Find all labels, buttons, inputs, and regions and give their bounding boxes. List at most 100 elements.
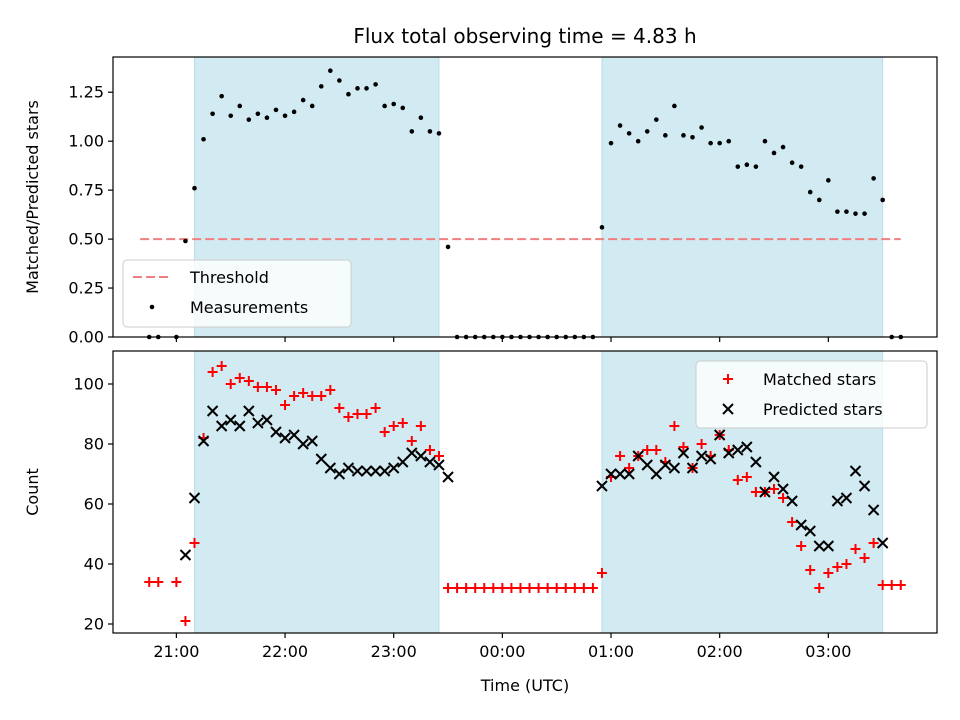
data-point	[723, 447, 735, 459]
data-point	[542, 583, 553, 593]
data-point	[769, 484, 780, 494]
data-point	[753, 164, 759, 169]
data-point	[853, 211, 858, 216]
data-point	[382, 103, 387, 109]
y-tick-label: 40	[84, 555, 104, 574]
data-point	[789, 160, 795, 166]
data-point	[424, 445, 435, 455]
legend-label: Threshold	[189, 268, 269, 287]
data-point	[651, 445, 662, 455]
data-point	[261, 382, 272, 392]
data-point	[807, 189, 813, 195]
data-point	[334, 403, 345, 413]
data-point	[280, 400, 291, 410]
data-point	[886, 580, 897, 590]
data-point	[424, 456, 436, 468]
data-point	[822, 540, 835, 552]
data-point	[515, 583, 526, 593]
data-point	[479, 583, 490, 593]
data-point	[750, 487, 761, 497]
data-point	[578, 583, 589, 593]
data-point	[337, 78, 342, 83]
data-point	[387, 462, 400, 474]
data-point	[288, 429, 300, 441]
data-point	[188, 492, 201, 504]
data-point	[352, 409, 363, 419]
legend-label: Measurements	[190, 298, 308, 317]
data-point	[298, 388, 309, 398]
data-point	[406, 436, 417, 446]
y-tick-label: 0.50	[68, 230, 104, 249]
data-point	[623, 468, 635, 480]
data-point	[690, 134, 695, 140]
legend: Threshold Measurements	[122, 259, 352, 328]
data-point	[333, 468, 346, 480]
data-point	[533, 583, 544, 593]
legend-box	[122, 259, 352, 328]
data-point	[880, 197, 885, 203]
data-point	[832, 562, 843, 572]
data-point	[605, 468, 617, 480]
data-point	[744, 162, 750, 167]
data-point	[678, 442, 689, 452]
data-point	[373, 82, 378, 87]
data-point	[264, 115, 270, 120]
data-point	[234, 373, 245, 383]
data-point	[361, 409, 372, 419]
data-point	[144, 577, 155, 587]
data-point	[840, 492, 853, 504]
data-point	[551, 583, 562, 593]
data-point	[397, 456, 409, 468]
data-point	[183, 238, 188, 244]
data-point	[315, 453, 327, 465]
y-tick-label: 0.75	[68, 181, 104, 200]
data-point	[668, 462, 681, 474]
data-point	[813, 540, 825, 552]
data-point	[418, 115, 424, 120]
data-point	[831, 495, 844, 507]
data-point	[696, 439, 707, 449]
data-point	[306, 435, 318, 447]
y-tick-label: 1.25	[68, 83, 104, 102]
data-point	[443, 583, 454, 593]
data-point	[442, 471, 454, 483]
data-point	[677, 447, 690, 459]
data-point	[659, 459, 672, 471]
data-point	[871, 176, 876, 181]
data-point	[569, 583, 580, 593]
data-point	[786, 495, 798, 507]
legend-measurement-swatch	[149, 304, 155, 310]
data-point	[741, 441, 753, 453]
data-point	[433, 451, 444, 461]
data-point	[608, 140, 614, 146]
top-panel: 0.00 0.25 0.50 0.75 1.00 1.25 Matched/Predicte…	[23, 56, 938, 347]
legend-label: Matched stars	[763, 370, 876, 389]
data-point	[243, 405, 255, 417]
data-point	[506, 583, 517, 593]
data-point	[626, 131, 632, 136]
data-point	[850, 544, 861, 554]
legend-matched-swatch	[723, 374, 733, 384]
data-point	[461, 583, 472, 593]
data-point	[713, 429, 726, 441]
data-point	[246, 117, 252, 122]
data-point	[309, 103, 315, 109]
data-point	[814, 583, 825, 593]
data-point	[816, 197, 822, 203]
data-point	[279, 432, 291, 444]
data-point	[300, 97, 306, 103]
series-x	[179, 405, 889, 561]
data-point	[207, 367, 218, 377]
data-point	[427, 129, 433, 134]
data-point	[726, 138, 732, 144]
data-point	[433, 459, 445, 471]
data-point	[297, 438, 309, 450]
data-point	[307, 391, 318, 401]
data-point	[798, 164, 804, 169]
data-point	[225, 414, 237, 426]
data-point	[732, 444, 744, 456]
data-point	[835, 209, 840, 214]
data-point	[708, 140, 713, 146]
data-point	[342, 462, 355, 474]
